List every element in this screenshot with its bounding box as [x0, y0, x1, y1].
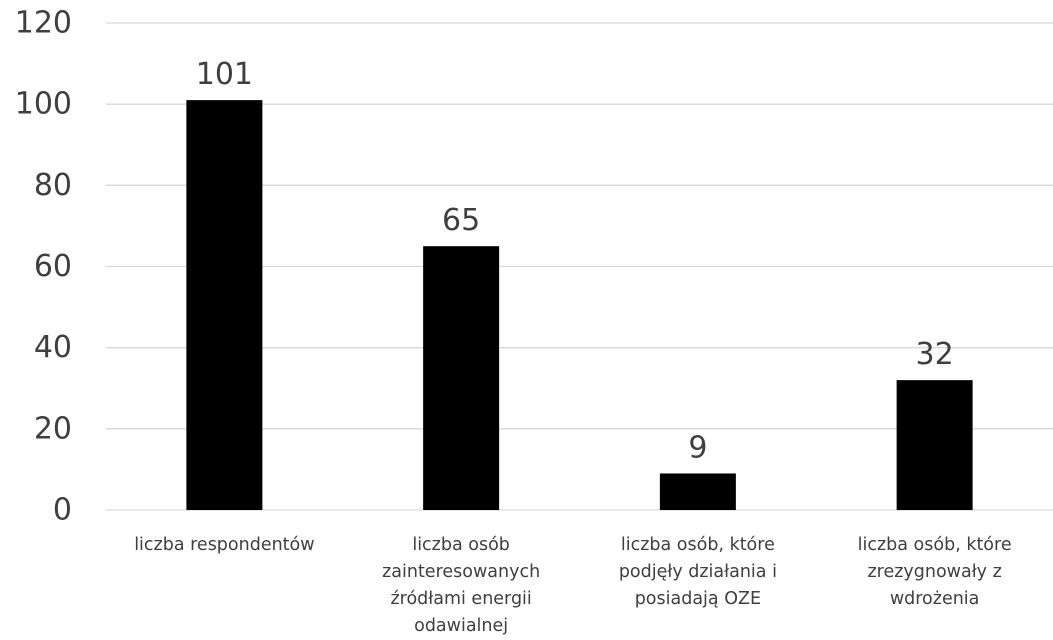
data-labels: 101 65 9 32 [196, 57, 954, 465]
x-category-label-line: liczba osób [412, 535, 510, 555]
x-category-label-line: zainteresowanych [382, 562, 540, 582]
data-label: 32 [916, 337, 954, 372]
x-category-label: liczba osób, które zrezygnowały z wdrożeni… [858, 535, 1012, 609]
y-tick-label: 40 [34, 330, 72, 365]
bar [896, 380, 973, 510]
x-category-label-line: źródłami energii [390, 589, 531, 609]
x-category-label: liczba respondentów [134, 535, 314, 555]
x-category-label-line: zrezygnowały z [867, 562, 1001, 582]
x-category-label-line: podjęły działania i [619, 562, 777, 582]
data-label: 101 [196, 57, 253, 92]
gridlines [106, 22, 1053, 511]
y-tick-label: 100 [15, 87, 72, 122]
y-tick-label: 60 [34, 249, 72, 284]
x-category-label-line: posiadają OZE [635, 589, 761, 609]
x-category-label: liczba osób zainteresowanych źródłami ener… [382, 535, 540, 636]
x-axis-category-labels: liczba respondentów liczba osób zaintereso… [134, 535, 1011, 636]
y-tick-label: 20 [34, 411, 72, 446]
data-label: 9 [688, 430, 707, 465]
x-category-label-line: liczba respondentów [134, 535, 314, 555]
y-tick-label: 0 [53, 493, 72, 528]
x-category-label-line: wdrożenia [890, 589, 980, 609]
y-tick-label: 120 [15, 6, 72, 41]
x-category-label-line: odawialnej [414, 616, 508, 636]
y-axis-tick-labels: 0 20 40 60 80 100 120 [15, 6, 72, 528]
x-category-label-line: liczba osób, które [621, 535, 775, 555]
y-tick-label: 80 [34, 168, 72, 203]
bar [659, 473, 736, 510]
data-label: 65 [442, 203, 480, 238]
bar [186, 100, 263, 510]
x-category-label-line: liczba osób, które [858, 535, 1012, 555]
bar [423, 246, 500, 511]
x-category-label: liczba osób, które podjęły działania i pos… [619, 535, 777, 609]
bars [186, 100, 973, 511]
